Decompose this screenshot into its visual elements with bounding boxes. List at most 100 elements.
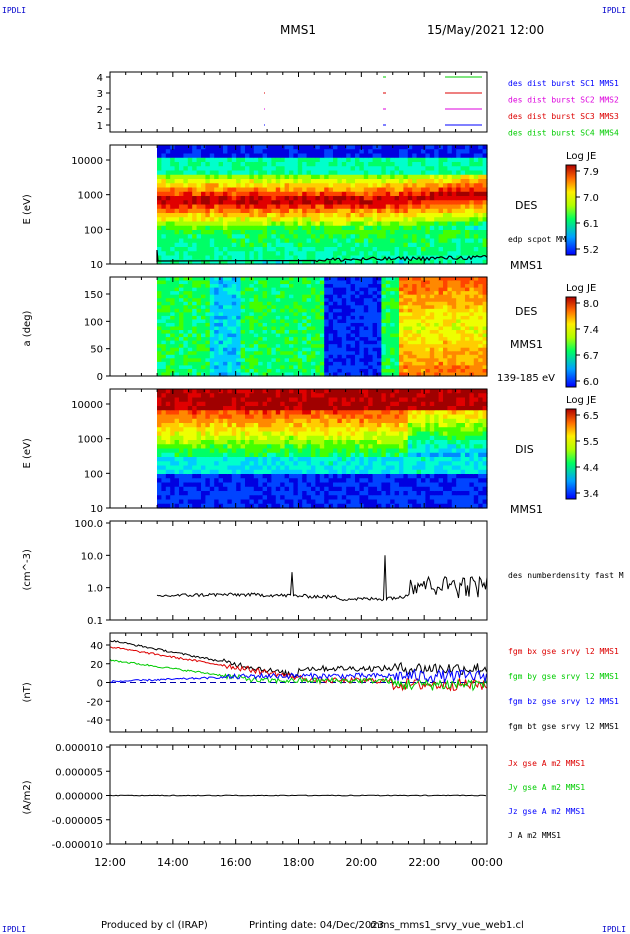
spectrogram-cell <box>236 319 242 324</box>
spectrogram-cell <box>192 238 198 244</box>
spectrogram-cell <box>469 183 475 189</box>
spectrogram-cell <box>258 305 264 310</box>
spectrogram-cell <box>385 157 391 163</box>
spectrogram-cell <box>465 347 470 352</box>
spectrogram-cell <box>328 183 334 189</box>
spectrogram-cell <box>249 326 255 331</box>
spectrogram-cell <box>407 191 413 197</box>
spectrogram-cell <box>183 149 189 155</box>
spectrogram-cell <box>451 166 457 172</box>
spectrogram-cell <box>240 221 246 227</box>
spectrogram-cell <box>306 368 312 374</box>
spectrogram-cell <box>460 301 466 306</box>
spectrogram-cell <box>289 191 294 197</box>
spectrogram-cell <box>399 191 404 197</box>
spectrogram-cell <box>192 347 198 352</box>
spectrogram-cell <box>196 322 202 328</box>
spectrogram-cell <box>355 183 360 189</box>
spectrogram-cell <box>403 347 409 352</box>
spectrogram-cell <box>170 393 176 399</box>
spectrogram-cell <box>451 322 457 328</box>
spectrogram-cell <box>381 280 387 285</box>
spectrogram-cell <box>399 221 404 227</box>
spectrogram-cell <box>214 457 220 462</box>
spectrogram-cell <box>469 174 475 180</box>
spectrogram-cell <box>161 322 167 328</box>
spectrogram-cell <box>355 365 360 370</box>
spectrogram-cell <box>183 238 189 244</box>
spectrogram-cell <box>289 179 294 184</box>
spectrogram-cell <box>460 312 466 317</box>
spectrogram-cell <box>297 301 303 306</box>
spectrogram-cell <box>253 230 259 235</box>
spectrogram-cell <box>399 368 404 374</box>
spectrogram-cell <box>165 361 171 366</box>
spectrogram-cell <box>187 393 193 399</box>
spectrogram-cell <box>240 230 246 235</box>
spectrogram-cell <box>306 166 312 172</box>
spectrogram-cell <box>460 213 466 218</box>
spectrogram-cell <box>359 284 365 289</box>
spectrogram-cell <box>161 204 167 210</box>
spectrogram-cell <box>174 179 180 184</box>
spectrogram-cell <box>275 174 281 180</box>
spectrogram-cell <box>460 204 466 210</box>
spectrogram-cell <box>174 368 180 374</box>
spectrogram-cell <box>363 280 369 285</box>
spectrogram-cell <box>478 284 484 289</box>
spectrogram-cell <box>205 291 211 296</box>
spectrogram-cell <box>267 322 272 328</box>
spectrogram-cell <box>284 308 290 313</box>
spectrogram-cell <box>346 305 352 310</box>
spectrogram-cell <box>412 291 418 296</box>
spectrogram-cell <box>333 337 338 342</box>
spectrogram-cell <box>337 312 343 317</box>
spectrogram-cell <box>447 179 453 184</box>
spectrogram-cell <box>324 153 330 159</box>
spectrogram-cell <box>245 170 250 176</box>
spectrogram-cell <box>438 347 444 352</box>
spectrogram-cell <box>249 162 255 167</box>
spectrogram-cell <box>231 337 237 342</box>
spectrogram-cell <box>399 277 404 282</box>
spectrogram-cell <box>473 200 479 206</box>
spectrogram-cell <box>469 308 475 313</box>
spectrogram-cell <box>407 255 413 261</box>
spectrogram-cell <box>478 187 484 193</box>
spectrogram-cell <box>280 294 286 299</box>
spectrogram-cell <box>161 414 167 420</box>
spectrogram-cell <box>403 242 409 248</box>
spectrogram-cell <box>236 452 242 458</box>
spectrogram-cell <box>306 287 312 292</box>
spectrogram-cell <box>429 330 435 335</box>
spectrogram-cell <box>289 287 294 292</box>
spectrogram-cell <box>236 495 242 501</box>
spectrogram-cell <box>275 326 281 331</box>
spectrogram-cell <box>421 238 426 244</box>
spectrogram-cell <box>209 330 215 335</box>
spectrogram-cell <box>165 166 171 172</box>
spectrogram-cell <box>271 361 277 366</box>
spectrogram-cell <box>363 322 369 328</box>
spectrogram-cell <box>227 340 233 345</box>
spectrogram-cell <box>284 298 290 303</box>
spectrogram-cell <box>403 280 409 285</box>
spectrogram-cell <box>315 238 321 244</box>
spectrogram-cell <box>289 330 294 335</box>
spectrogram-cell <box>205 315 211 321</box>
spectrogram-cell <box>218 208 224 214</box>
spectrogram-cell <box>429 242 435 248</box>
spectrogram-cell <box>258 372 264 377</box>
spectrogram-cell <box>196 340 202 345</box>
spectrogram-cell <box>293 179 299 184</box>
spectrogram-cell <box>341 333 347 338</box>
spectrogram-cell <box>227 401 233 407</box>
spectrogram-cell <box>236 277 242 282</box>
spectrogram-cell <box>341 234 347 240</box>
spectrogram-cell <box>460 217 466 223</box>
spectrogram-cell <box>328 340 334 345</box>
spectrogram-cell <box>434 230 440 235</box>
spectrogram-cell <box>249 368 255 374</box>
spectrogram-cell <box>465 351 470 356</box>
spectrogram-cell <box>350 337 356 342</box>
